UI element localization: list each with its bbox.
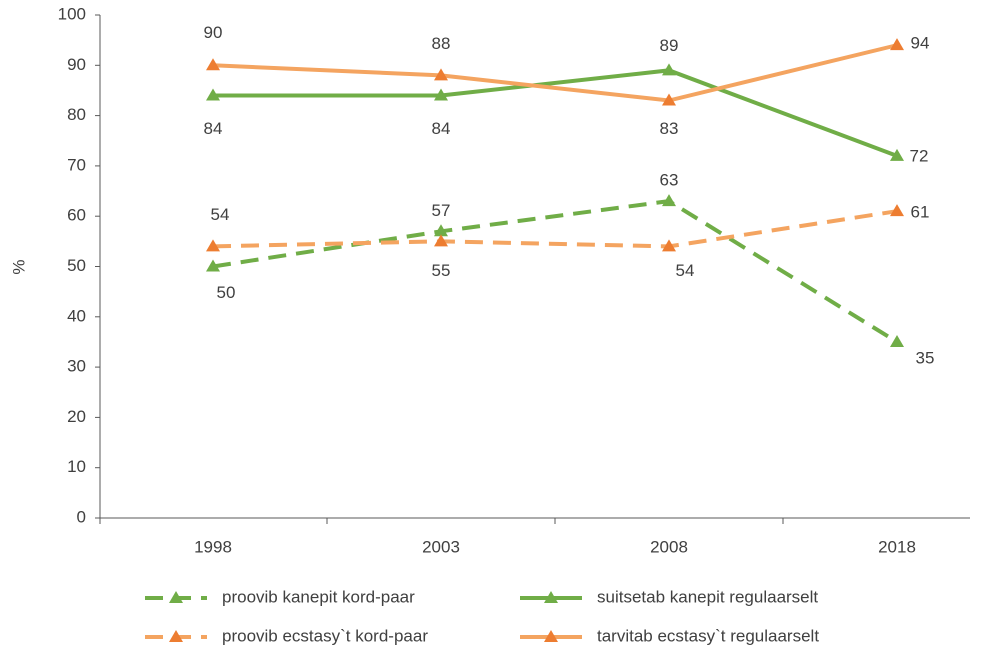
data-label: 88 — [432, 34, 451, 53]
data-label: 54 — [211, 205, 230, 224]
data-label: 84 — [204, 119, 223, 138]
x-tick-label: 1998 — [194, 537, 232, 556]
data-label: 50 — [217, 283, 236, 302]
y-tick-label: 100 — [58, 4, 86, 23]
y-tick-label: 50 — [67, 256, 86, 275]
data-label: 55 — [432, 261, 451, 280]
data-label: 83 — [660, 119, 679, 138]
marker — [890, 148, 904, 161]
series-line — [213, 68, 898, 158]
marker — [206, 58, 220, 71]
marker — [434, 234, 448, 247]
y-tick-label: 60 — [67, 206, 86, 225]
y-tick-label: 70 — [67, 155, 86, 174]
series-line — [212, 199, 899, 344]
y-tick-label: 40 — [67, 306, 86, 325]
marker — [434, 224, 448, 237]
data-label: 63 — [660, 171, 679, 190]
legend-label: suitsetab kanepit regulaarselt — [597, 587, 818, 606]
marker — [206, 259, 220, 272]
legend-marker — [169, 591, 183, 603]
data-label: 54 — [676, 261, 695, 280]
y-tick-label: 80 — [67, 105, 86, 124]
series-line — [212, 209, 898, 249]
marker — [890, 334, 904, 347]
marker — [434, 68, 448, 81]
marker — [890, 204, 904, 217]
marker — [434, 88, 448, 101]
data-label: 61 — [911, 203, 930, 222]
y-tick-label: 30 — [67, 357, 86, 376]
series-line — [212, 43, 898, 103]
data-label: 84 — [432, 119, 451, 138]
legend-marker — [544, 630, 558, 642]
marker — [662, 194, 676, 207]
data-label: 89 — [660, 36, 679, 55]
marker — [662, 93, 676, 106]
y-tick-label: 10 — [67, 457, 86, 476]
x-tick-label: 2008 — [650, 537, 688, 556]
x-tick-label: 2018 — [878, 537, 916, 556]
marker — [662, 63, 676, 76]
data-label: 35 — [916, 348, 935, 367]
legend-label: tarvitab ecstasy`t regulaarselt — [597, 626, 819, 645]
marker — [206, 239, 220, 252]
data-label: 94 — [911, 34, 930, 53]
marker — [662, 239, 676, 252]
data-label: 90 — [204, 23, 223, 42]
y-tick-label: 0 — [77, 507, 86, 526]
y-tick-label: 20 — [67, 407, 86, 426]
legend-label: proovib kanepit kord-paar — [222, 587, 415, 606]
marker — [890, 38, 904, 51]
legend-marker — [169, 630, 183, 642]
y-axis-label: % — [9, 259, 28, 274]
data-label: 57 — [432, 201, 451, 220]
x-tick-label: 2003 — [422, 537, 460, 556]
y-tick-label: 90 — [67, 55, 86, 74]
marker — [206, 88, 220, 101]
data-label: 72 — [910, 146, 929, 165]
legend-marker — [544, 591, 558, 603]
legend-label: proovib ecstasy`t kord-paar — [222, 626, 428, 645]
